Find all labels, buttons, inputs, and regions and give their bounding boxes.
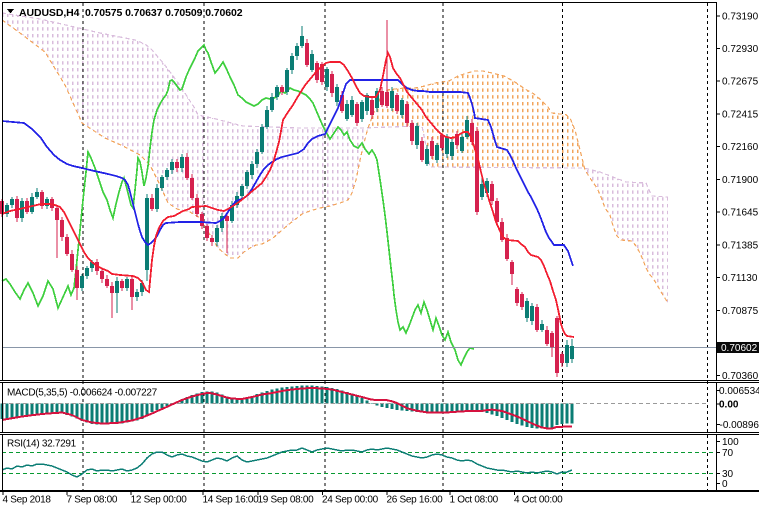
svg-text:70: 70 [722, 448, 734, 459]
svg-text:26 Sep 16:00: 26 Sep 16:00 [387, 495, 444, 506]
svg-text:0.72675: 0.72675 [722, 77, 759, 88]
svg-text:19 Sep 08:00: 19 Sep 08:00 [258, 495, 315, 506]
svg-text:7 Sep 08:00: 7 Sep 08:00 [67, 495, 118, 506]
svg-text:12 Sep 00:00: 12 Sep 00:00 [131, 495, 188, 506]
svg-text:0.71130: 0.71130 [722, 273, 758, 284]
svg-text:30: 30 [722, 469, 734, 480]
svg-text:0.72160: 0.72160 [722, 142, 759, 153]
svg-text:RSI(14) 32.7291: RSI(14) 32.7291 [7, 439, 77, 450]
svg-text:MACD(5,35,5) -0.006624 -0.0072: MACD(5,35,5) -0.006624 -0.007227 [7, 388, 158, 399]
svg-text:100: 100 [722, 437, 739, 448]
svg-text:14 Sep 16:00: 14 Sep 16:00 [203, 495, 260, 506]
svg-text:0: 0 [722, 479, 728, 490]
svg-text:0.00: 0.00 [719, 400, 739, 411]
svg-text:1 Oct 08:00: 1 Oct 08:00 [450, 495, 499, 506]
svg-text:AUDUSD,H4 0.70575 0.70637 0.7: AUDUSD,H4 0.70575 0.70637 0.70509 0.7060… [19, 7, 243, 19]
svg-text:24 Sep 00:00: 24 Sep 00:00 [322, 495, 379, 506]
svg-text:4 Oct 00:00: 4 Oct 00:00 [514, 495, 563, 506]
svg-text:0.73190: 0.73190 [722, 11, 759, 22]
svg-text:0.71645: 0.71645 [722, 208, 759, 219]
svg-text:4 Sep 2018: 4 Sep 2018 [3, 495, 52, 506]
svg-text:0.71900: 0.71900 [722, 175, 759, 186]
svg-text:0.70602: 0.70602 [721, 343, 758, 354]
svg-text:0.70875: 0.70875 [722, 306, 759, 317]
svg-text:0.72415: 0.72415 [722, 110, 759, 121]
svg-text:0.72930: 0.72930 [722, 44, 759, 55]
svg-text:0.70360: 0.70360 [722, 371, 759, 382]
svg-text:0.71385: 0.71385 [722, 240, 759, 251]
svg-text:0.006534: 0.006534 [719, 386, 759, 397]
